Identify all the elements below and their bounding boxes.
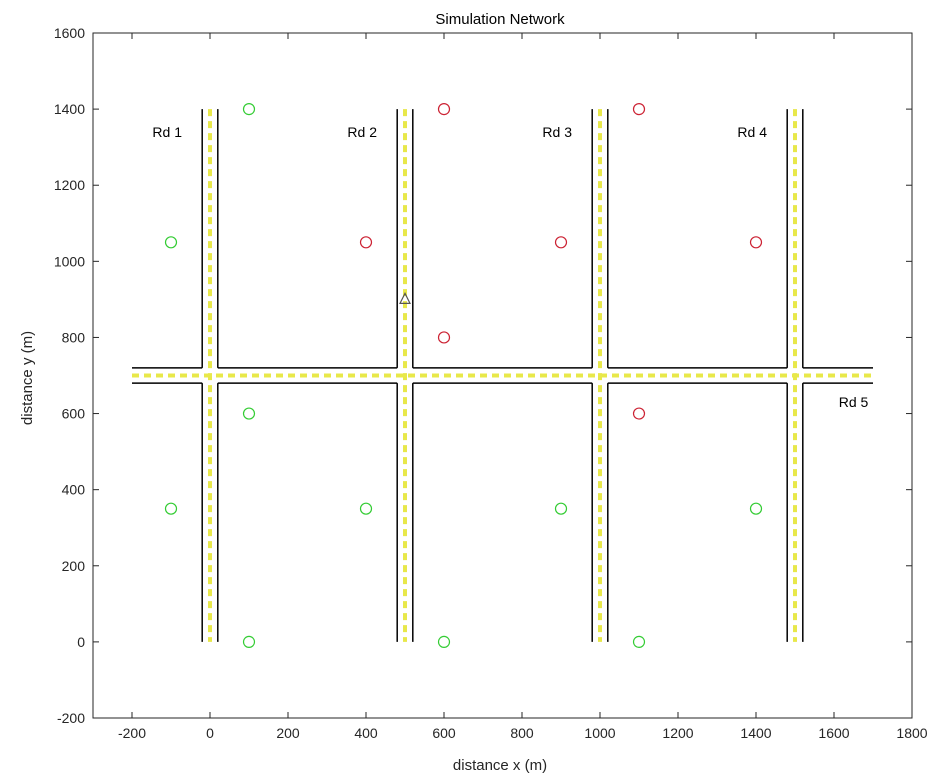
y-tick-label: 1000 [54, 253, 85, 269]
chart-title: Simulation Network [435, 11, 565, 28]
node-marker [554, 502, 568, 515]
y-tick-label: 200 [62, 558, 86, 574]
y-tick-label: 600 [62, 406, 86, 422]
node-marker [164, 236, 178, 249]
x-tick-label: 600 [432, 725, 456, 741]
node-marker [749, 502, 763, 515]
node-marker [437, 635, 451, 648]
x-tick-label: -200 [118, 725, 146, 741]
node-marker [437, 103, 451, 116]
node-marker [242, 407, 256, 420]
markers-layer [164, 103, 763, 648]
node-marker [632, 407, 646, 420]
node-marker [554, 236, 568, 249]
node-marker [164, 502, 178, 515]
y-tick-label: 1200 [54, 177, 85, 193]
node-marker [437, 331, 451, 344]
x-tick-label: 1200 [662, 725, 693, 741]
y-tick-label: 400 [62, 482, 86, 498]
roads-layer [132, 109, 873, 642]
road-labels-layer: Rd 1 Rd 2 Rd 3 Rd 4 Rd 5 [152, 124, 868, 410]
x-axis-ticks: -200 0 200 400 600 800 1000 1200 1400 1600 1800 [118, 33, 928, 741]
y-tick-label: 0 [77, 634, 85, 650]
x-tick-label: 1800 [896, 725, 927, 741]
x-axis-label: distance x (m) [453, 757, 547, 774]
x-tick-label: 400 [354, 725, 378, 741]
y-tick-label: 800 [62, 329, 86, 345]
x-tick-label: 1400 [740, 725, 771, 741]
vehicle-marker [399, 292, 411, 304]
x-tick-label: 1600 [818, 725, 849, 741]
road-label: Rd 4 [737, 124, 767, 140]
x-tick-label: 800 [510, 725, 534, 741]
y-tick-label: 1600 [54, 25, 85, 41]
y-axis-ticks: -200 0 200 400 600 800 1000 1200 1400 1600 [54, 25, 912, 726]
node-marker [632, 103, 646, 116]
node-marker [632, 635, 646, 648]
road-label: Rd 5 [839, 394, 869, 410]
x-tick-label: 200 [276, 725, 300, 741]
node-marker [359, 236, 373, 249]
x-tick-label: 1000 [584, 725, 615, 741]
node-marker [242, 103, 256, 116]
road-label: Rd 2 [347, 124, 377, 140]
node-marker [242, 635, 256, 648]
y-axis-label: distance y (m) [19, 331, 36, 425]
node-marker [749, 236, 763, 249]
node-marker [359, 502, 373, 515]
road-label: Rd 3 [542, 124, 572, 140]
road-label: Rd 1 [152, 124, 182, 140]
y-tick-label: -200 [57, 710, 85, 726]
plot-frame [92, 32, 913, 719]
plot-area [93, 33, 912, 718]
x-tick-label: 0 [206, 725, 214, 741]
y-tick-label: 1400 [54, 101, 85, 117]
